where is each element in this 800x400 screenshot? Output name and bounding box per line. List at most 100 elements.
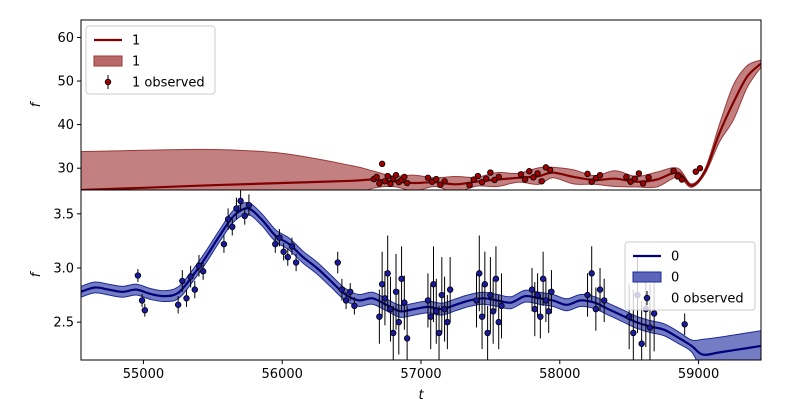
y-tick-label: 2.5 — [53, 316, 74, 331]
observed-point — [134, 272, 142, 279]
legend-label: 0 — [671, 271, 679, 286]
observed-point — [384, 270, 391, 277]
observed-point — [224, 216, 232, 223]
top-y-axis-label: f — [29, 100, 44, 107]
observed-point — [483, 175, 490, 182]
observed-point — [534, 170, 541, 177]
legend-label: 0 — [671, 250, 679, 265]
observed-point — [342, 297, 350, 304]
observed-point — [444, 318, 451, 326]
observed-point — [588, 178, 595, 185]
observed-point — [245, 201, 253, 209]
observed-point — [696, 165, 704, 172]
observed-point — [481, 281, 489, 288]
observed-point — [545, 308, 552, 315]
observed-point — [537, 313, 544, 320]
observed-point — [542, 297, 550, 304]
y-tick-label: 40 — [57, 118, 74, 133]
observed-point — [334, 259, 341, 266]
observed-point — [403, 335, 411, 342]
observed-point — [229, 223, 236, 231]
observed-point — [272, 240, 279, 248]
observed-point — [441, 305, 448, 313]
observed-point — [526, 168, 533, 175]
observed-point — [650, 310, 658, 317]
observed-point — [670, 167, 677, 175]
bottom-confidence-band — [81, 201, 761, 360]
y-tick-label: 50 — [57, 75, 74, 90]
observed-point — [674, 173, 681, 180]
observed-point — [381, 178, 389, 185]
observed-point — [427, 313, 434, 320]
observed-point — [588, 270, 595, 277]
observed-point — [437, 181, 444, 188]
observed-point — [478, 313, 486, 320]
confidence-band — [81, 59, 761, 190]
observed-point — [491, 176, 498, 184]
observed-point — [387, 180, 394, 188]
observed-point — [433, 175, 440, 183]
legend-box — [624, 241, 756, 311]
observed-point — [631, 175, 638, 182]
observed-point — [470, 176, 477, 183]
observed-point — [489, 308, 497, 315]
x-tick-label: 58000 — [539, 367, 580, 382]
observed-point — [403, 179, 411, 187]
observed-point — [600, 297, 608, 304]
observed-point — [433, 308, 440, 315]
observed-point — [630, 329, 637, 337]
observed-point — [284, 253, 291, 261]
observed-point — [387, 305, 394, 313]
observed-point — [392, 171, 400, 179]
legend-point-swatch — [104, 78, 112, 86]
observed-point — [539, 275, 547, 282]
observed-point — [625, 313, 633, 320]
observed-point — [474, 172, 482, 180]
bottom-y-axis-label: f — [29, 270, 44, 277]
observed-point — [584, 291, 591, 299]
observed-point — [378, 160, 386, 168]
legend-label: 1 — [132, 55, 140, 70]
observed-point — [639, 180, 647, 187]
legend-point-swatch — [643, 294, 651, 302]
legend-band-swatch — [93, 55, 123, 67]
observed-point — [288, 243, 296, 250]
observed-point — [187, 273, 194, 280]
observed-point — [424, 297, 432, 304]
observed-point — [138, 297, 146, 304]
observed-point — [179, 277, 186, 285]
top-plot: 30 40 50 60 f 1 1 1 observed — [29, 19, 762, 191]
observed-point — [237, 197, 244, 205]
observed-point — [199, 268, 207, 275]
observed-point — [498, 302, 505, 310]
observed-point — [635, 170, 643, 177]
legend-box — [85, 25, 216, 95]
observed-point — [441, 178, 448, 185]
observed-point — [220, 240, 228, 248]
observed-point — [401, 299, 408, 306]
y-tick-label: 30 — [57, 162, 74, 177]
legend-label: 1 — [132, 34, 140, 49]
top-confidence-band — [81, 59, 761, 190]
observed-point — [521, 176, 529, 183]
bottom-plot: 2.53.03.5 55000 56000 57000 58000 59000 f t … — [29, 189, 762, 400]
observed-point — [487, 169, 494, 176]
observed-point — [681, 321, 688, 328]
observed-point — [495, 173, 502, 181]
observed-point — [530, 174, 537, 181]
observed-point — [141, 306, 149, 314]
observed-point — [627, 178, 634, 185]
observed-point — [596, 286, 604, 293]
observed-point — [534, 291, 541, 299]
observed-point — [446, 286, 454, 293]
observed-point — [280, 248, 287, 255]
top-legend: 1 1 1 observed — [85, 25, 216, 95]
observed-point — [174, 301, 182, 308]
top-observed-points — [370, 160, 704, 189]
x-tick-label: 59000 — [678, 367, 719, 382]
observed-point — [692, 168, 699, 175]
observed-point — [241, 212, 248, 220]
observed-point — [233, 205, 240, 212]
observed-point — [392, 288, 400, 295]
